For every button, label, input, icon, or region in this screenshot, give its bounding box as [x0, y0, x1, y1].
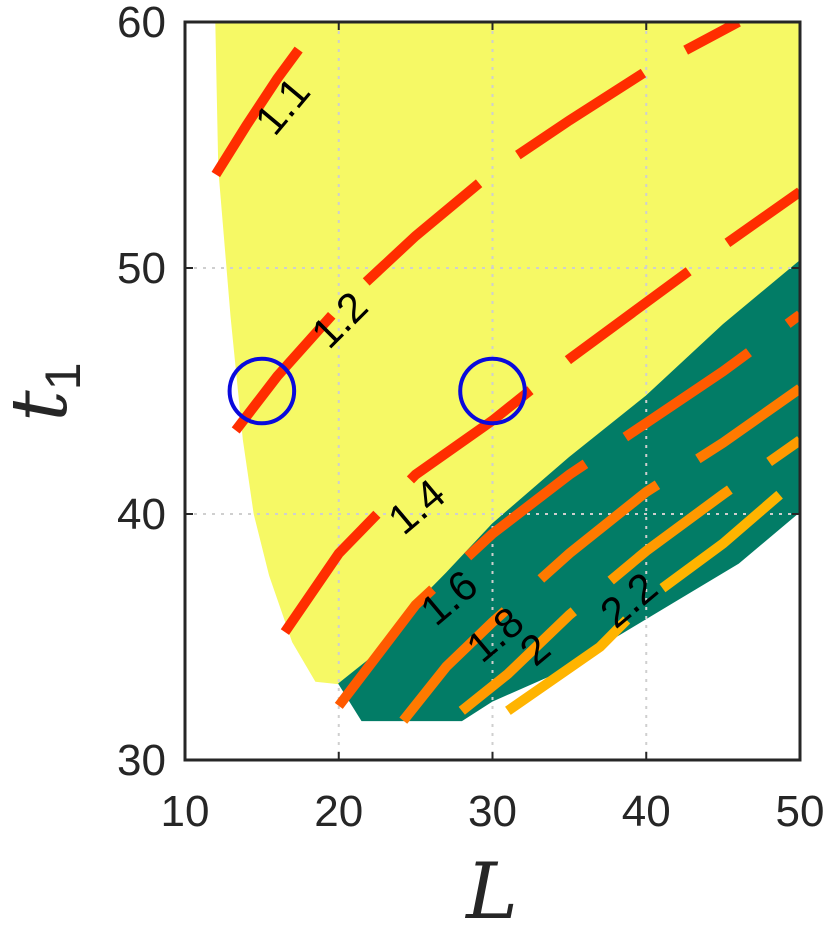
y-tick-label-50: 50 [117, 244, 166, 293]
y-tick-label-60: 60 [117, 0, 166, 47]
y-axis-label-base: t [0, 390, 85, 422]
regions-layer [215, 22, 800, 722]
contour-line-2.2 [505, 473, 800, 715]
contour-line-1.4 [280, 187, 800, 635]
x-tick-label-20: 20 [314, 787, 363, 836]
y-axis-label-subscript: 1 [35, 362, 91, 390]
contour-line-1.2 [231, 22, 741, 434]
markers-layer [227, 356, 527, 426]
ticks-layer: 10 20 30 40 50 30 40 50 60 [117, 0, 824, 836]
x-tick-label-50: 50 [776, 787, 825, 836]
green-region [338, 259, 800, 722]
y-tick-label-40: 40 [117, 490, 166, 539]
circle-marker-2 [458, 356, 527, 426]
contour-line-1.8 [399, 384, 800, 724]
x-tick-label-10: 10 [161, 787, 210, 836]
x-tick-label-40: 40 [622, 787, 671, 836]
y-tick-label-30: 30 [117, 736, 166, 785]
circle-marker-1 [227, 356, 297, 426]
x-axis-label: L [464, 847, 518, 927]
contour-line-1.6 [334, 310, 800, 709]
grid-layer [185, 22, 800, 760]
y-axis-label: t1 [0, 362, 91, 421]
contour-line-2 [458, 436, 800, 715]
y-axis-label-group: t1 [0, 362, 91, 421]
contour-line-1.1 [211, 22, 327, 178]
contours-layer [211, 22, 800, 724]
x-tick-label-30: 30 [468, 787, 517, 836]
